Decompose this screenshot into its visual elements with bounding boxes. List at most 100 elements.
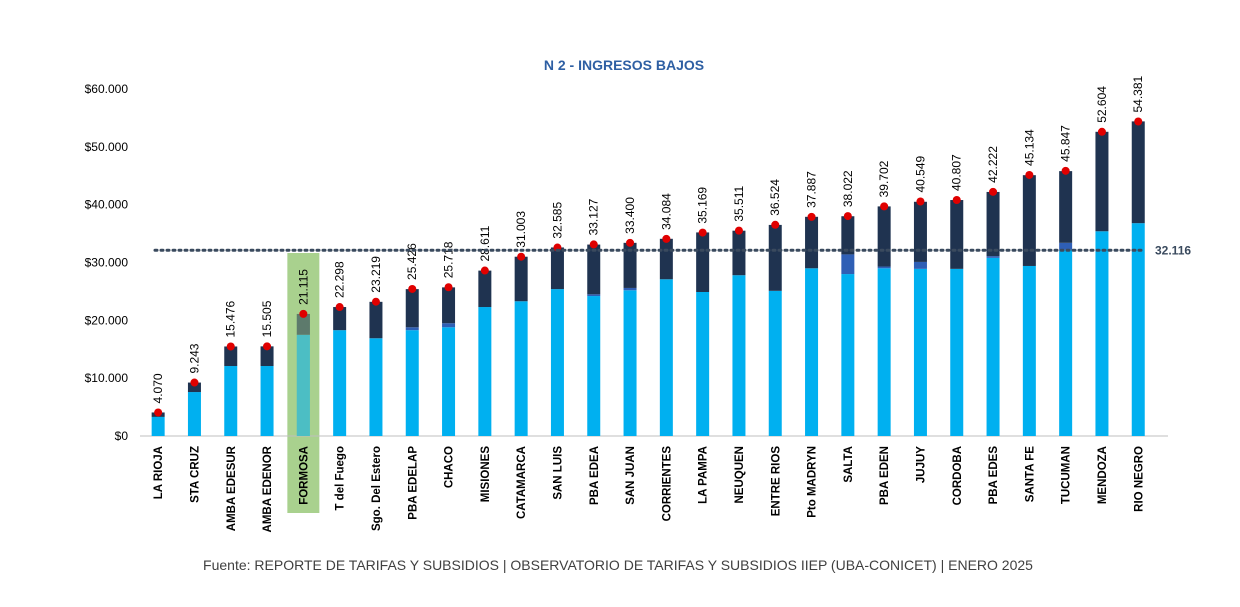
bar-segment [623, 242, 637, 288]
bar-segment [369, 301, 383, 339]
bar-segment [1059, 171, 1073, 243]
x-tick-label: SALTA [843, 446, 855, 483]
total-marker [916, 197, 925, 206]
value-label: 33.400 [623, 197, 637, 234]
x-tick-label: MISIONES [480, 446, 492, 503]
x-tick-label: AMBA EDESUR [226, 445, 238, 531]
bar-segment [768, 224, 782, 291]
y-tick-label: $20.000 [85, 313, 129, 327]
value-label: 38.022 [841, 170, 855, 207]
bar-segment [913, 261, 927, 269]
value-label: 22.298 [333, 261, 347, 298]
bar-segment [877, 206, 891, 267]
bar-segment [659, 238, 673, 280]
y-tick-label: $40.000 [85, 198, 129, 212]
value-label: 25.426 [405, 243, 419, 280]
bar-segment [151, 416, 165, 436]
value-label: 25.718 [442, 241, 456, 278]
x-tick-label: RIO NEGRO [1133, 446, 1145, 512]
total-marker [190, 378, 199, 387]
bar-segment [587, 244, 601, 295]
x-tick-label: Sgo. Del Estero [371, 446, 383, 531]
bar-segment [732, 230, 746, 276]
bar-segment [187, 382, 201, 393]
value-label: 31.003 [514, 211, 528, 248]
bar-segment [805, 216, 819, 269]
total-marker [263, 342, 272, 351]
bar-segment [950, 268, 964, 436]
value-label: 52.604 [1095, 86, 1109, 123]
bar-segment [260, 366, 274, 436]
x-tick-label: LA RIOJA [153, 446, 165, 499]
chart-title: N 2 - INGRESOS BAJOS [544, 57, 704, 73]
bar-segment [1095, 231, 1109, 436]
total-marker [226, 342, 235, 351]
bar-segment [224, 346, 238, 367]
x-tick-label: PBA EDES [988, 446, 1000, 505]
bar-segment [950, 200, 964, 269]
bar-segment [296, 334, 310, 436]
x-tick-label: NEUQUEN [734, 446, 746, 504]
value-label: 39.702 [877, 160, 891, 197]
bar-segment [986, 257, 1000, 436]
bar-segment [696, 232, 710, 292]
total-marker [952, 195, 961, 204]
bar-segment [1131, 223, 1145, 436]
total-marker [1061, 166, 1070, 175]
bar-segment [623, 287, 637, 291]
x-tick-label: JUJUY [915, 446, 927, 483]
bar-segment [550, 247, 564, 290]
value-label: 21.115 [296, 269, 310, 305]
footer: Fuente: REPORTE DE TARIFAS Y SUBSIDIOS |… [203, 557, 1033, 573]
bar-segment [514, 301, 528, 436]
x-tick-label: CORRIENTES [661, 446, 673, 522]
bar-segment [913, 268, 927, 436]
total-marker [807, 212, 816, 221]
total-marker [843, 212, 852, 221]
bar-segment [333, 307, 347, 331]
value-label: 15.505 [260, 300, 274, 337]
value-label: 40.807 [950, 154, 964, 191]
value-label: 4.070 [151, 373, 165, 403]
x-tick-label: TUCUMAN [1061, 446, 1073, 504]
y-tick-label: $0 [115, 429, 129, 443]
total-marker [589, 240, 598, 249]
bar-segment [986, 191, 1000, 257]
value-label: 35.511 [732, 185, 746, 221]
value-label: 45.847 [1059, 125, 1073, 162]
value-label: 40.549 [913, 155, 927, 192]
value-label: 36.524 [768, 179, 782, 216]
value-label: 28.611 [478, 225, 492, 261]
bar-segment [260, 346, 274, 367]
x-tick-label: ENTRE RIOS [770, 446, 782, 517]
total-marker [1025, 170, 1034, 179]
bar-segment [550, 289, 564, 436]
total-marker [335, 303, 344, 312]
total-marker [1097, 127, 1106, 136]
bar-segment [587, 296, 601, 436]
x-tick-label: SAN JUAN [625, 446, 637, 505]
value-label: 33.127 [587, 198, 601, 235]
bar-segment [1059, 242, 1073, 250]
y-tick-label: $10.000 [85, 371, 129, 385]
total-marker [698, 228, 707, 237]
bar-segment [405, 327, 419, 331]
value-label: 45.134 [1022, 129, 1036, 166]
bar-segment [187, 392, 201, 436]
total-marker [1134, 117, 1143, 126]
total-marker [408, 284, 417, 293]
reference-label: 32.116 [1155, 243, 1191, 257]
total-marker [771, 220, 780, 229]
bar-segment [1022, 175, 1036, 266]
bar-segment [478, 270, 492, 308]
bar-segment [369, 338, 383, 436]
total-marker [299, 309, 308, 318]
bar-segment [805, 268, 819, 436]
bar-segment [1095, 131, 1109, 232]
bar-segment [478, 307, 492, 436]
x-tick-label: PBA EDELAP [407, 446, 419, 520]
total-marker [626, 238, 635, 247]
x-tick-label: CHACO [444, 446, 456, 488]
total-marker [444, 283, 453, 292]
